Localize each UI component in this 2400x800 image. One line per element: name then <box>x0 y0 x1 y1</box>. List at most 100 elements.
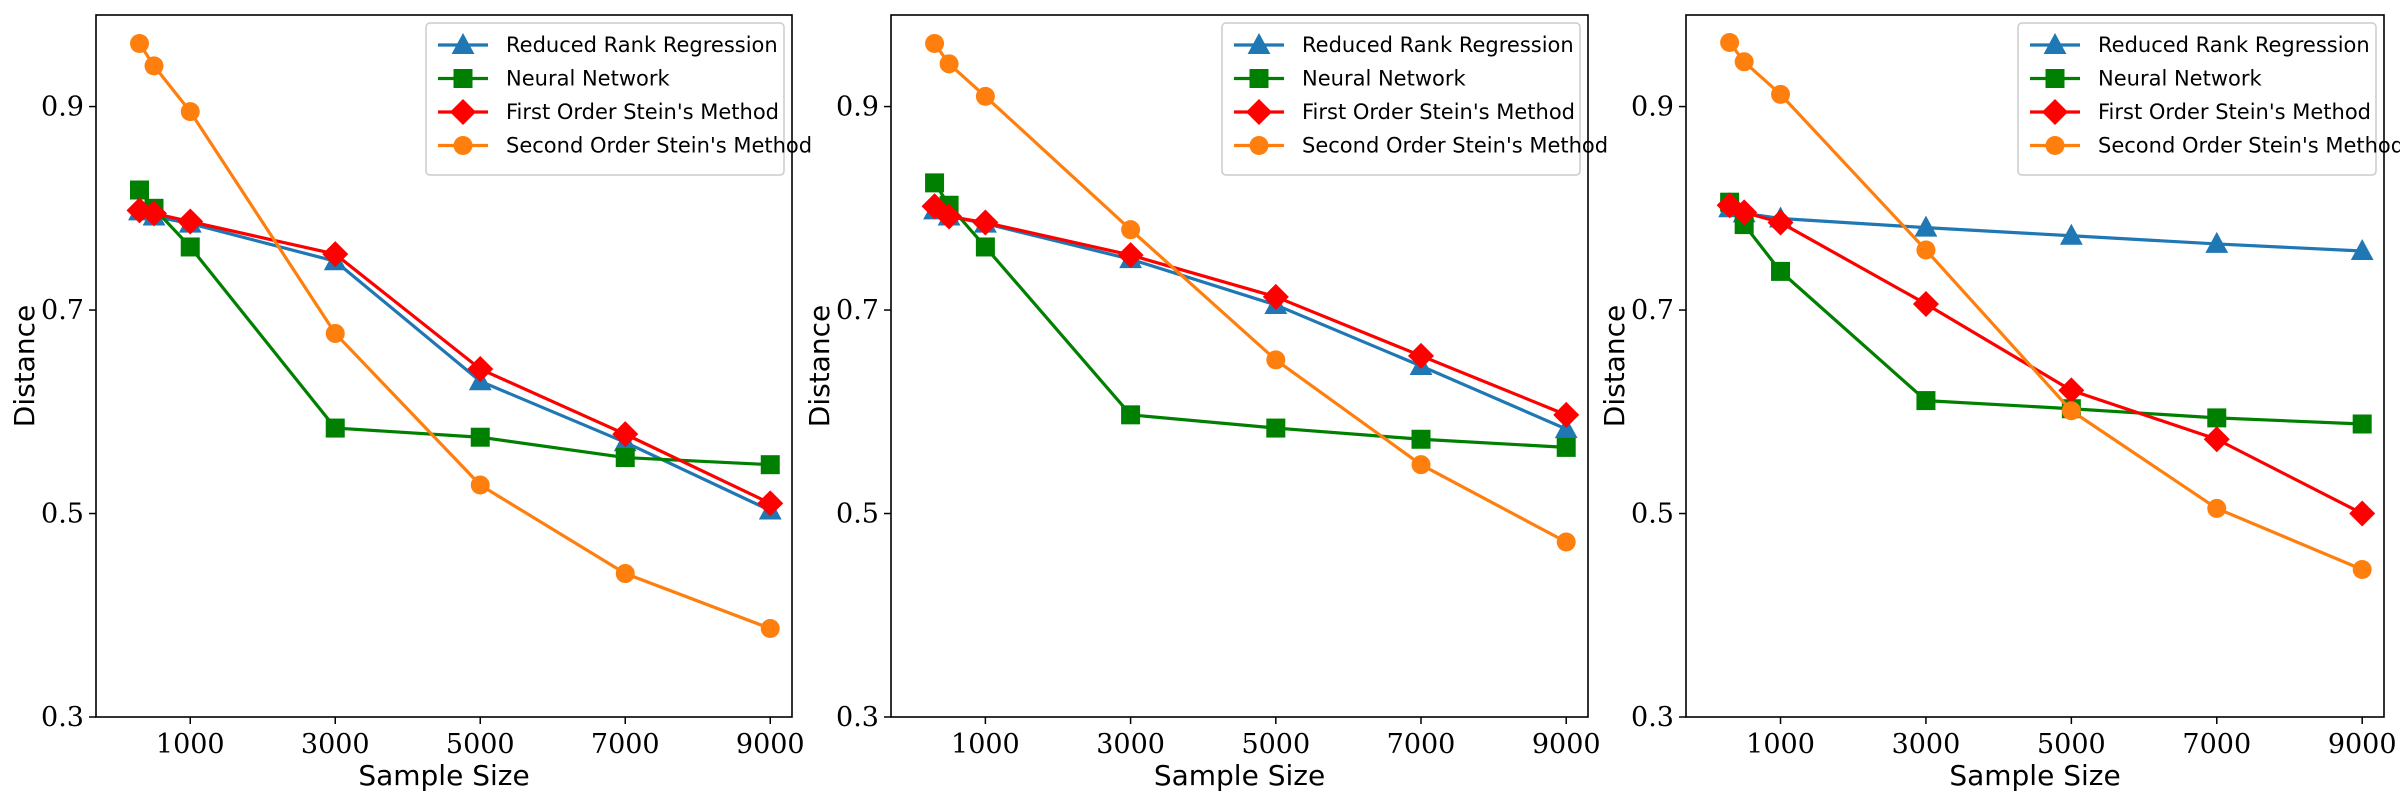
y-tick-label: 0.9 <box>1631 92 1674 123</box>
legend-label: Reduced Rank Regression <box>1302 33 1574 57</box>
legend-box <box>2017 22 2377 176</box>
y-tick-label: 0.5 <box>836 499 879 530</box>
data-point <box>1916 391 1936 411</box>
data-point <box>2352 414 2372 434</box>
data-point <box>757 490 784 517</box>
y-tick-label: 0.7 <box>836 295 879 326</box>
chart-panel-3: 1000 3000 5000 7000 9000 0.3 0.5 0.7 0.9 Sample S… <box>1598 14 2400 792</box>
x-tick-label: 1000 <box>156 729 225 760</box>
series-circle <box>130 33 780 638</box>
data-point <box>470 475 490 495</box>
series-circle <box>925 33 1576 552</box>
legend-label: Neural Network <box>2098 67 2262 91</box>
legend-marker <box>1247 33 1271 54</box>
chart-panel-2: 1000 3000 5000 7000 9000 0.3 0.5 0.7 0.9 Sample S… <box>803 14 1608 792</box>
data-point <box>1408 342 1435 369</box>
legend-label: Second Order Stein's Method <box>2098 134 2400 158</box>
data-point <box>2205 231 2229 253</box>
data-point <box>2061 401 2081 421</box>
data-point <box>1771 261 1791 281</box>
legend-marker <box>2042 99 2068 125</box>
legend-marker <box>1246 99 1272 125</box>
data-point <box>939 54 959 74</box>
data-point <box>2352 559 2372 579</box>
data-point <box>130 180 149 200</box>
series-square <box>130 180 780 475</box>
series-square <box>1720 192 2372 434</box>
y-axis-label: Distance <box>1598 305 1631 427</box>
data-point <box>1411 455 1431 475</box>
series-line <box>1728 203 2363 515</box>
legend-marker <box>1249 69 1269 88</box>
data-point <box>1553 401 1580 428</box>
data-point <box>2350 239 2374 261</box>
y-tick-label: 0.5 <box>1631 499 1674 530</box>
x-tick-label: 1000 <box>951 729 1020 760</box>
series-line <box>933 181 1567 449</box>
y-tick-label: 0.7 <box>41 295 84 326</box>
data-point <box>1734 52 1754 72</box>
legend-marker <box>453 69 473 88</box>
data-point <box>2059 223 2083 245</box>
series-triangle <box>923 198 1578 439</box>
legend-marker <box>2043 33 2067 54</box>
data-point <box>1266 418 1286 438</box>
data-point <box>1411 429 1431 449</box>
legend-marker <box>450 99 476 125</box>
legend-box <box>1221 22 1581 176</box>
series-circle <box>1720 32 2372 579</box>
legend-label: Reduced Rank Regression <box>506 33 778 57</box>
data-point <box>615 564 635 584</box>
data-point <box>130 33 149 53</box>
data-point <box>2207 498 2227 518</box>
data-point <box>1262 283 1289 310</box>
x-tick-label: 5000 <box>446 729 515 760</box>
y-tick-label: 0.7 <box>1631 295 1674 326</box>
legend-marker <box>451 33 475 54</box>
data-point <box>2203 426 2230 453</box>
data-point <box>1117 242 1144 269</box>
legend-label: Neural Network <box>1302 67 1466 91</box>
data-point <box>141 200 167 227</box>
data-point <box>1720 32 1740 52</box>
x-axis-label: Sample Size <box>1949 759 2120 792</box>
series-triangle <box>128 199 782 520</box>
data-point <box>615 448 635 468</box>
data-point <box>972 209 999 236</box>
x-tick-label: 1000 <box>1746 729 1815 760</box>
legend: Reduced Rank Regression Neural Network Fir… <box>1221 22 1608 176</box>
data-point <box>1556 437 1576 457</box>
data-point <box>1771 84 1791 104</box>
series-line <box>138 209 771 512</box>
x-tick-label: 5000 <box>1241 729 1310 760</box>
legend-label: Second Order Stein's Method <box>506 134 812 158</box>
data-point <box>177 208 204 235</box>
data-point <box>925 33 945 53</box>
x-axis-label: Sample Size <box>1154 759 1325 792</box>
data-point <box>975 237 995 257</box>
data-point <box>470 427 490 447</box>
series-line <box>933 208 1567 431</box>
data-point <box>1916 240 1936 260</box>
data-point <box>760 455 780 475</box>
data-point <box>1121 405 1141 425</box>
data-point <box>180 102 200 122</box>
series-diamond <box>1716 192 2376 527</box>
x-tick-label: 5000 <box>2037 729 2106 760</box>
legend: Reduced Rank Regression Neural Network Fir… <box>2017 22 2400 176</box>
chart-panel-1: 1000 3000 5000 7000 9000 0.3 0.5 0.7 0.9 Sample S… <box>8 14 812 792</box>
legend-marker <box>453 136 473 155</box>
plot-area <box>1685 14 2385 718</box>
y-axis-label: Distance <box>8 305 41 427</box>
y-tick-label: 0.5 <box>41 499 84 530</box>
legend-label: Reduced Rank Regression <box>2098 33 2370 57</box>
x-tick-label: 7000 <box>2182 729 2251 760</box>
y-axis-label: Distance <box>803 305 836 427</box>
y-tick-label: 0.3 <box>1631 702 1674 733</box>
legend-marker <box>2045 69 2065 88</box>
data-point <box>1121 220 1141 240</box>
data-point <box>936 203 963 230</box>
data-point <box>1266 350 1286 370</box>
plot-area <box>890 14 1589 718</box>
